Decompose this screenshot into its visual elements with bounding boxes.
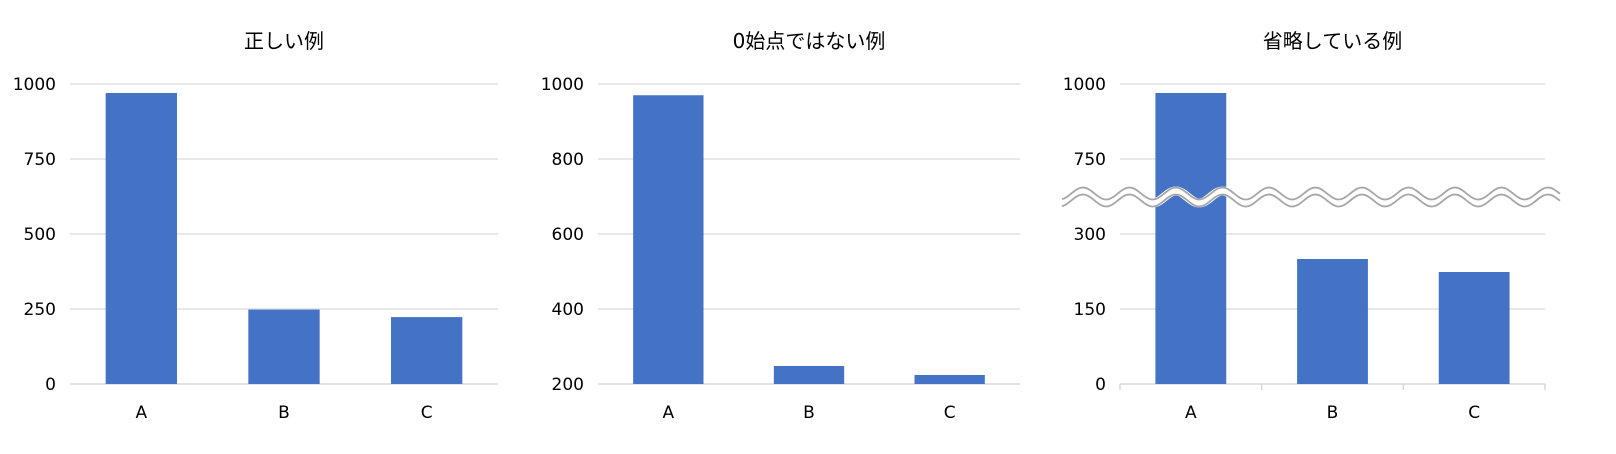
x-tick-label: A	[663, 403, 675, 423]
x-tick-label: C	[944, 403, 956, 423]
axis-break-line	[1061, 193, 1561, 208]
x-tick-label: A	[136, 403, 148, 423]
chart-title: 正しい例	[244, 29, 324, 53]
x-tick-label: B	[278, 403, 290, 423]
bar-A	[633, 95, 704, 384]
x-tick-label: B	[1327, 403, 1339, 423]
bar-C	[391, 317, 463, 384]
y-tick-label: 600	[552, 225, 584, 245]
y-tick-label: 500	[24, 225, 56, 245]
x-tick-label: A	[1185, 403, 1197, 423]
y-tick-label: 0	[45, 375, 56, 395]
axis-break-line	[1061, 186, 1561, 201]
bar-B	[248, 309, 320, 384]
y-tick-label: 400	[552, 300, 584, 320]
y-tick-label: 1000	[541, 75, 584, 95]
chart-title: 省略している例	[1263, 29, 1402, 53]
y-tick-label: 750	[1074, 150, 1106, 170]
y-tick-label: 250	[24, 300, 56, 320]
chart-2: 0始点ではない例 200 400 600 800 1000 A B C	[541, 29, 1020, 423]
y-tick-label: 1000	[13, 75, 56, 95]
y-tick-label: 1000	[1063, 75, 1106, 95]
bar-C	[914, 375, 985, 384]
y-tick-label: 300	[1074, 225, 1106, 245]
chart-3: 省略している例 0 150 300 750 1000 A B C	[1060, 29, 1563, 423]
y-tick-label: 200	[552, 375, 584, 395]
bar-B	[773, 366, 845, 384]
bar-B	[1297, 259, 1368, 384]
chart-title: 0始点ではない例	[733, 29, 886, 53]
chart-1: 正しい例 0 250 500 750 1000 A B C	[13, 29, 498, 423]
bar-C	[1438, 272, 1510, 384]
x-tick-label: C	[1468, 403, 1480, 423]
bar-A	[1155, 93, 1227, 384]
x-tick-label: B	[803, 403, 815, 423]
x-tick-label: C	[421, 403, 433, 423]
y-tick-label: 0	[1095, 375, 1106, 395]
y-tick-label: 150	[1074, 300, 1106, 320]
y-tick-label: 800	[552, 150, 584, 170]
axis-break-fill	[1060, 186, 1563, 208]
bar-A	[105, 93, 177, 384]
y-tick-label: 750	[24, 150, 56, 170]
